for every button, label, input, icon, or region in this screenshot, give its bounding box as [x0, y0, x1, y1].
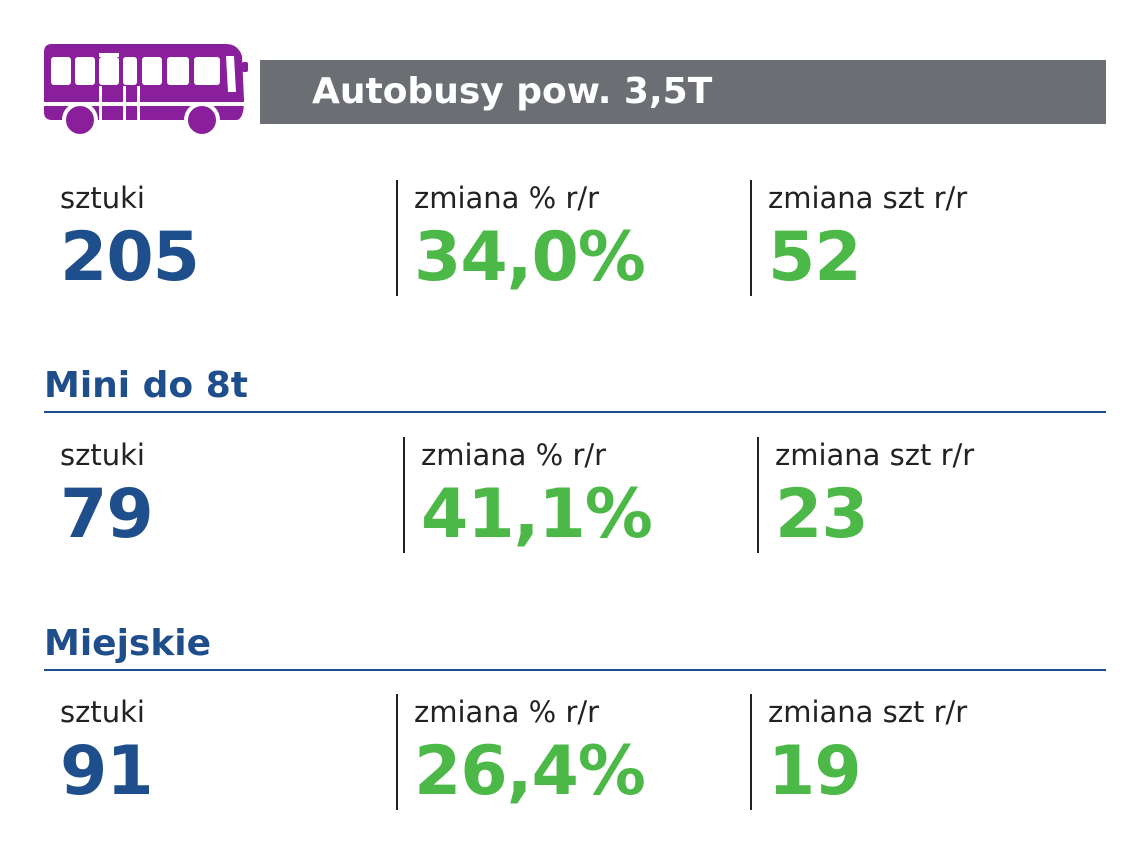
stat-label: sztuki	[60, 438, 145, 472]
stat-label: sztuki	[60, 181, 145, 215]
bus-icon	[44, 44, 248, 136]
stat-value: 52	[768, 218, 862, 297]
section-divider	[44, 411, 1106, 413]
stat-change-units: zmiana szt r/r 19	[750, 694, 1092, 811]
stat-change-percent: zmiana % r/r 41,1%	[403, 437, 745, 554]
stat-label: zmiana szt r/r	[768, 695, 968, 729]
stat-value: 23	[775, 475, 869, 554]
stat-label: zmiana szt r/r	[775, 438, 975, 472]
stat-change-percent: zmiana % r/r 34,0%	[396, 180, 738, 297]
stat-label: zmiana % r/r	[421, 438, 607, 472]
stat-count: sztuki 205	[44, 180, 384, 297]
stat-value: 91	[60, 732, 154, 811]
stat-value: 26,4%	[414, 732, 646, 811]
stat-value: 41,1%	[421, 475, 653, 554]
stat-change-units: zmiana szt r/r 52	[750, 180, 1092, 297]
title-bar: Autobusy pow. 3,5T	[260, 60, 1106, 124]
stat-count: sztuki 79	[44, 437, 384, 554]
stat-label: zmiana % r/r	[414, 695, 600, 729]
stat-count: sztuki 91	[44, 694, 384, 811]
stat-change-percent: zmiana % r/r 26,4%	[396, 694, 738, 811]
stat-label: sztuki	[60, 695, 145, 729]
section-heading: Miejskie	[44, 623, 212, 664]
section-heading: Mini do 8t	[44, 365, 248, 406]
stat-value: 79	[60, 475, 154, 554]
page-title: Autobusy pow. 3,5T	[312, 71, 713, 112]
stat-value: 19	[768, 732, 862, 811]
stat-value: 34,0%	[414, 218, 646, 297]
section-divider	[44, 669, 1106, 671]
stat-label: zmiana szt r/r	[768, 181, 968, 215]
stat-change-units: zmiana szt r/r 23	[757, 437, 1099, 554]
stat-label: zmiana % r/r	[414, 181, 600, 215]
stat-value: 205	[60, 218, 200, 297]
